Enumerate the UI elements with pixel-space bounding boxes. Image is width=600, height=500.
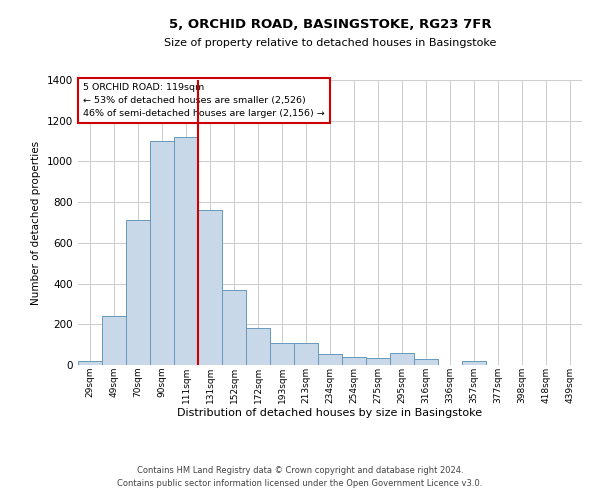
Bar [342,357,366,365]
X-axis label: Distribution of detached houses by size in Basingstoke: Distribution of detached houses by size … [178,408,482,418]
Bar [174,137,198,365]
Bar [270,342,294,365]
Text: Contains HM Land Registry data © Crown copyright and database right 2024.
Contai: Contains HM Land Registry data © Crown c… [118,466,482,487]
Bar [78,361,102,365]
Text: 5, ORCHID ROAD, BASINGSTOKE, RG23 7FR: 5, ORCHID ROAD, BASINGSTOKE, RG23 7FR [169,18,491,30]
Bar [318,354,342,365]
Bar [462,361,486,365]
Bar [198,210,222,365]
Y-axis label: Number of detached properties: Number of detached properties [31,140,41,304]
Bar [102,316,126,365]
Text: 5 ORCHID ROAD: 119sqm
← 53% of detached houses are smaller (2,526)
46% of semi-d: 5 ORCHID ROAD: 119sqm ← 53% of detached … [83,83,325,118]
Bar [222,290,246,365]
Bar [414,359,438,365]
Bar [390,353,414,365]
Bar [366,358,390,365]
Bar [294,342,318,365]
Bar [126,220,150,365]
Text: Size of property relative to detached houses in Basingstoke: Size of property relative to detached ho… [164,38,496,48]
Bar [246,328,270,365]
Bar [150,141,174,365]
